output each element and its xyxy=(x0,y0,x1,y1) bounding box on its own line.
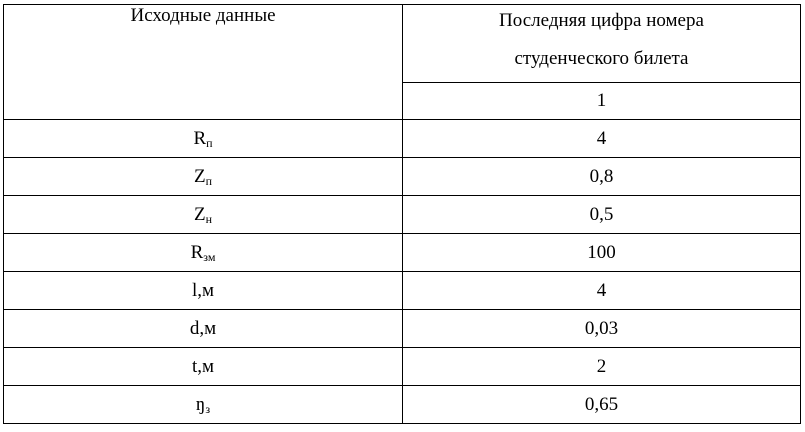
table-header-row: Исходные данные Последняя цифра номера с… xyxy=(3,4,801,120)
value-cell: 0,8 xyxy=(402,157,801,196)
param-subscript: п xyxy=(206,135,213,150)
param-cell: t,м xyxy=(3,347,403,386)
value-cell: 4 xyxy=(402,271,801,310)
param-base: d,м xyxy=(189,317,217,339)
param-subscript: н xyxy=(205,211,213,226)
param-base: Z xyxy=(193,203,206,225)
value-cell: 100 xyxy=(402,233,801,272)
table-row: Zп 0,8 xyxy=(3,157,801,196)
header-last-digit: Последняя цифра номера студенческого бил… xyxy=(402,4,801,83)
table-row: Rп 4 xyxy=(3,119,801,158)
param-cell: Rзм xyxy=(3,233,403,272)
table-row: t,м 2 xyxy=(3,347,801,386)
param-cell: Zн xyxy=(3,195,403,234)
table-row: ŋз 0,65 xyxy=(3,385,801,424)
param-subscript: зм xyxy=(203,249,216,264)
value-cell: 0,65 xyxy=(402,385,801,424)
param-base: t,м xyxy=(191,355,215,377)
header-source-data: Исходные данные xyxy=(3,4,403,120)
header-source-data-label: Исходные данные xyxy=(130,5,276,26)
param-base: Z xyxy=(193,165,206,187)
table-row: Zн 0,5 xyxy=(3,195,801,234)
table-row: l,м 4 xyxy=(3,271,801,310)
table-row: Rзм 100 xyxy=(3,233,801,272)
table-row: d,м 0,03 xyxy=(3,309,801,348)
value-cell: 2 xyxy=(402,347,801,386)
param-cell: l,м xyxy=(3,271,403,310)
param-subscript: з xyxy=(205,401,211,416)
param-cell: ŋз xyxy=(3,385,403,424)
param-cell: Rп xyxy=(3,119,403,158)
value-cell: 0,03 xyxy=(402,309,801,348)
source-data-table: Исходные данные Последняя цифра номера с… xyxy=(3,4,801,424)
param-cell: Zп xyxy=(3,157,403,196)
param-base: ŋ xyxy=(195,393,206,415)
header-last-digit-line2: студенческого билета xyxy=(514,48,689,69)
param-base: R xyxy=(190,241,204,263)
digit-cell: 1 xyxy=(402,82,801,120)
param-base: l,м xyxy=(191,279,215,301)
header-last-digit-line1: Последняя цифра номера xyxy=(499,10,704,31)
param-base: R xyxy=(193,127,207,149)
param-subscript: п xyxy=(205,173,213,188)
value-cell: 0,5 xyxy=(402,195,801,234)
param-cell: d,м xyxy=(3,309,403,348)
value-cell: 4 xyxy=(402,119,801,158)
